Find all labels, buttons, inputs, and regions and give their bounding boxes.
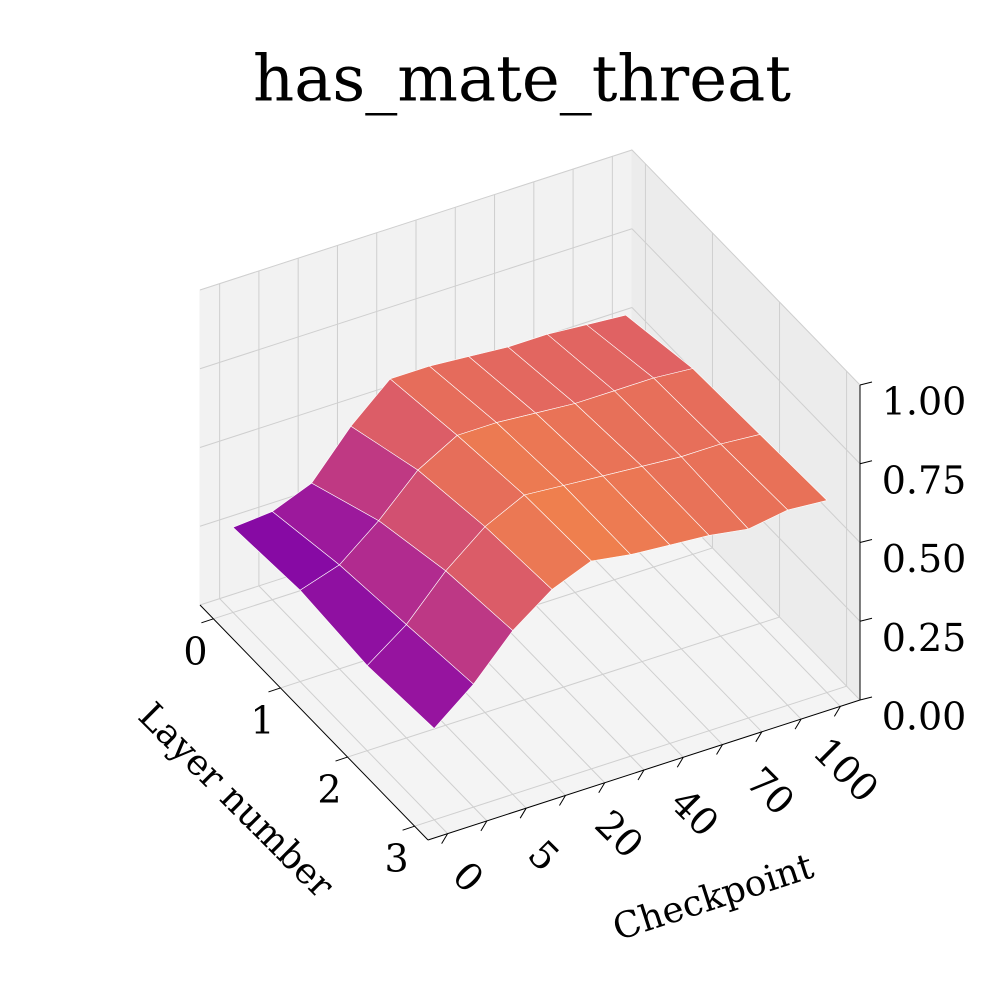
- y-tick-label: 100: [805, 729, 887, 811]
- grid-line: [631, 228, 861, 465]
- grid-line: [199, 228, 633, 370]
- z-tick: [859, 381, 873, 386]
- y-tick-label: 40: [662, 780, 727, 845]
- x-tick: [335, 756, 348, 762]
- y-tick-label: 5: [520, 832, 568, 880]
- chart-title: has_mate_threat: [253, 43, 791, 117]
- x-tick-label: 1: [250, 698, 274, 742]
- y-tick: [519, 807, 527, 819]
- z-tick-label: 0.25: [882, 616, 967, 660]
- z-tick-label: 1.00: [882, 380, 967, 424]
- x-tick-label: 0: [183, 629, 207, 673]
- grid-line: [631, 149, 861, 386]
- x-tick-label: 3: [384, 837, 408, 881]
- y-tick-label: 70: [738, 759, 803, 824]
- x-axis-label: Layer number: [130, 695, 342, 907]
- y-tick: [559, 795, 566, 806]
- y-tick: [794, 718, 802, 730]
- y-tick: [480, 820, 488, 832]
- y-tick: [833, 706, 841, 717]
- y-tick-label: 20: [587, 802, 652, 867]
- z-tick: [859, 617, 873, 622]
- grid-line: [199, 149, 633, 291]
- z-tick-label: 0.75: [882, 458, 967, 502]
- z-tick-label: 0.50: [882, 537, 967, 581]
- y-tick: [676, 757, 684, 768]
- z-tick: [859, 460, 873, 465]
- y-tick: [637, 769, 645, 781]
- x-tick-label: 2: [317, 768, 341, 812]
- x-tick: [201, 618, 214, 624]
- grid-line: [414, 685, 847, 827]
- y-tick: [755, 731, 763, 743]
- grid-line: [219, 598, 448, 834]
- y-tick: [441, 833, 449, 844]
- y-tick-label: 0: [444, 853, 492, 901]
- grid-line: [258, 585, 488, 822]
- y-tick: [716, 744, 723, 755]
- grid-line: [347, 616, 780, 758]
- y-tick: [598, 782, 606, 793]
- z-tick-label: 0.00: [882, 695, 967, 739]
- x-axis-line: [199, 604, 429, 841]
- surface-face: [366, 624, 474, 729]
- z-tick: [859, 696, 873, 701]
- z-tick: [859, 539, 873, 543]
- x-tick: [268, 687, 281, 693]
- y-axis-label: Checkpoint: [608, 846, 819, 949]
- x-tick: [402, 825, 415, 831]
